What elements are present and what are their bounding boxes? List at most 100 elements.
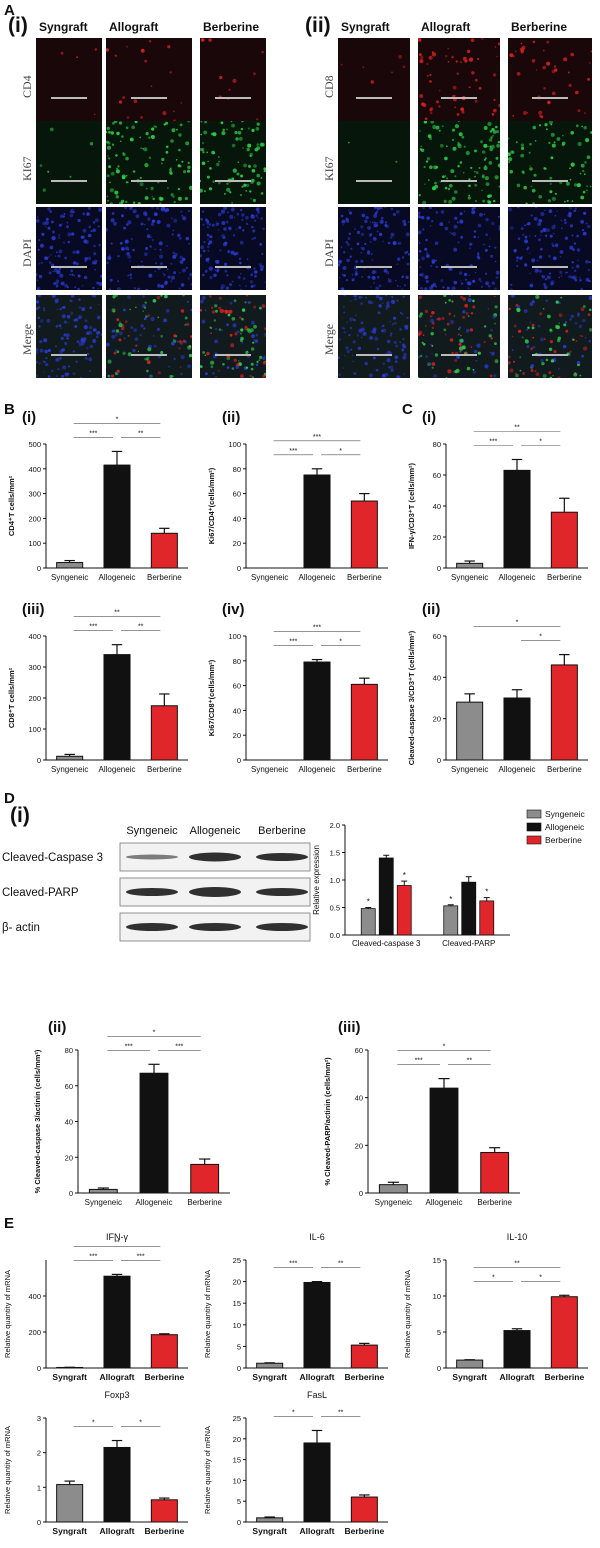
cell-dot [577, 141, 582, 147]
x-tick-label: Syngeneic [51, 573, 88, 582]
panel-a-ii-label: (ii) [305, 14, 331, 37]
cell-dot [207, 160, 209, 163]
cell-dot [182, 216, 187, 221]
bar [150, 1499, 178, 1523]
cell-dot [167, 187, 169, 189]
cell-dot [45, 218, 49, 222]
significance-stars: *** [289, 639, 297, 646]
cell-dot [467, 196, 471, 200]
cell-dot [576, 183, 581, 188]
cell-dot [437, 317, 441, 321]
cell-dot [146, 358, 149, 361]
cell-dot [528, 252, 531, 255]
cell-dot [208, 38, 212, 42]
cell-dot [545, 234, 548, 237]
bar [256, 1362, 284, 1369]
cell-dot [474, 183, 478, 187]
cell-dot [445, 377, 448, 378]
cell-dot [524, 263, 528, 267]
cell-dot [155, 126, 157, 128]
cell-dot [397, 257, 401, 261]
cell-dot [210, 365, 214, 369]
cell-dot [443, 199, 447, 203]
y-tick-label: 400 [28, 465, 41, 474]
cell-dot [219, 75, 223, 80]
cell-dot [231, 143, 236, 148]
cell-dot [451, 138, 455, 142]
cell-dot [549, 176, 553, 180]
cell-dot [179, 123, 183, 127]
cell-dot [116, 287, 121, 290]
blot-row-label-2: β- actin [2, 922, 40, 934]
cell-dot [393, 316, 397, 320]
cell-dot [516, 265, 519, 267]
row-label-ki67-0: KI67 [20, 156, 34, 181]
cell-dot [139, 176, 142, 179]
cell-dot [170, 262, 173, 265]
cell-dot [112, 121, 115, 125]
cell-dot [200, 309, 203, 312]
cell-dot [389, 236, 393, 239]
cell-dot [457, 333, 460, 336]
cell-dot [140, 324, 144, 328]
cell-dot [579, 279, 582, 282]
cell-dot [131, 125, 135, 130]
cell-dot [511, 335, 514, 338]
cell-dot [547, 100, 551, 105]
cell-dot [54, 255, 57, 258]
significance-stars: *** [89, 624, 97, 631]
cell-dot [550, 280, 555, 285]
cell-dot [254, 274, 257, 278]
cell-dot [479, 280, 483, 283]
cell-dot [494, 322, 496, 325]
cell-dot [173, 119, 176, 121]
cell-dot [387, 278, 390, 280]
cell-dot [50, 254, 52, 256]
cell-dot [429, 225, 432, 227]
cell-dot [207, 250, 210, 252]
cell-dot [546, 128, 548, 131]
cell-dot [360, 321, 364, 325]
cell-dot [553, 65, 557, 68]
cell-dot [587, 224, 591, 229]
cell-dot [127, 254, 132, 259]
cell-dot [468, 274, 470, 277]
cell-dot [48, 256, 50, 258]
cell-dot [474, 100, 478, 103]
cell-dot [151, 207, 154, 209]
cell-dot [586, 185, 589, 188]
cell-dot [150, 316, 155, 322]
cell-dot [424, 183, 426, 185]
cell-dot [494, 305, 498, 309]
cell-dot [487, 194, 491, 198]
cell-dot [96, 315, 101, 320]
cell-dot [428, 362, 432, 365]
micrograph-green-2-0 [200, 121, 266, 204]
cell-dot [546, 275, 551, 280]
cell-dot [462, 315, 466, 319]
cell-dot [206, 351, 210, 356]
cell-dot [525, 202, 528, 204]
cell-dot [353, 372, 356, 375]
cell-dot [226, 366, 230, 369]
micrograph-red-2-1 [508, 38, 592, 121]
cell-dot [434, 241, 439, 245]
scale-bar [215, 354, 251, 356]
cell-dot [264, 281, 266, 284]
cell-dot [451, 351, 454, 355]
cell-dot [184, 316, 188, 320]
cell-dot [456, 72, 459, 75]
cell-dot [249, 374, 252, 378]
cell-dot [343, 311, 346, 314]
cell-dot [538, 219, 543, 223]
cell-dot [115, 169, 120, 174]
cell-dot [250, 214, 255, 219]
micrograph-merge-0-0 [36, 295, 102, 378]
cell-dot [524, 339, 529, 344]
blot-header-1: Allogeneic [190, 825, 241, 837]
cell-dot [184, 196, 188, 201]
cell-dot [563, 323, 567, 327]
cell-dot [202, 151, 205, 154]
cell-dot [404, 251, 408, 255]
cell-dot [370, 80, 375, 84]
